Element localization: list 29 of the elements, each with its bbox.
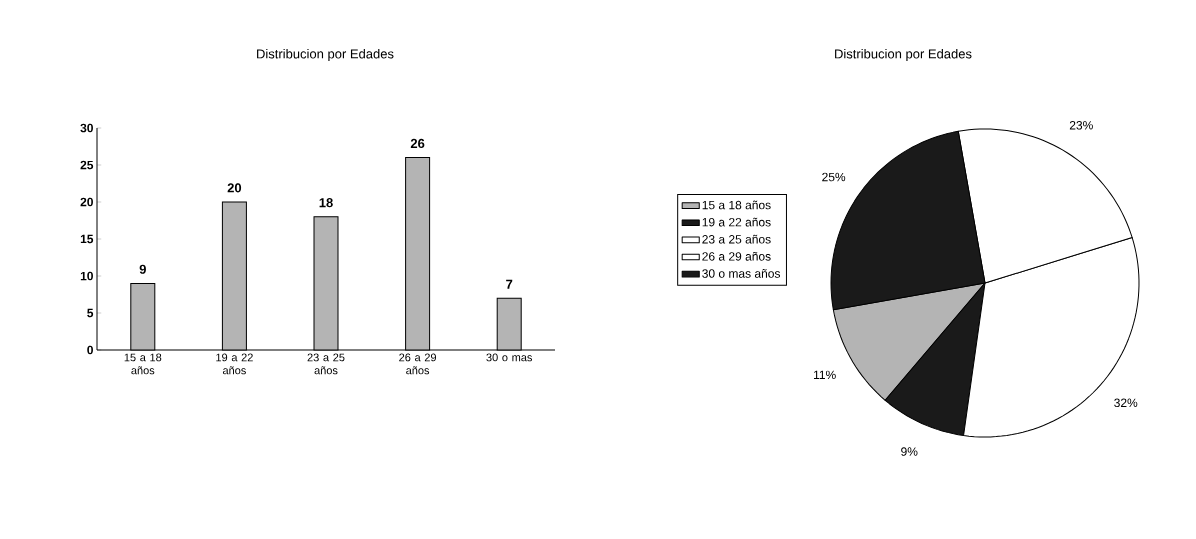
data-label: 18: [319, 198, 333, 208]
x-tick-label: 30 o mas: [486, 353, 533, 362]
legend-label: 23 a 25 años: [702, 234, 771, 244]
y-tick-label: 15: [80, 234, 94, 244]
x-tick-label: 26 a 29 años: [399, 353, 437, 375]
data-label: 7: [506, 279, 513, 289]
data-label: 9%: [901, 447, 918, 456]
y-tick-label: 10: [80, 271, 93, 281]
y-tick-label: 0: [87, 345, 93, 355]
legend-label: 30 o mas años: [702, 269, 781, 278]
x-tick-label: 19 a 22 años: [216, 353, 253, 375]
data-label: 20: [227, 183, 242, 193]
y-tick-label: 30: [80, 123, 93, 133]
chart-title: Distribucion por Edades: [835, 48, 972, 62]
data-label: 11%: [813, 370, 836, 380]
x-tick-label: 15 a 18 años: [124, 353, 162, 375]
y-tick-label: 20: [80, 197, 93, 207]
legend-label: 15 a 18 años: [702, 200, 771, 210]
y-tick-label: 25: [80, 160, 94, 170]
legend-label: 19 a 22 años: [702, 217, 771, 227]
chart-title: Distribucion por Edades: [257, 48, 394, 62]
data-label: 23%: [1069, 121, 1093, 130]
data-label: 32%: [1114, 398, 1138, 408]
legend-label: 26 a 29 años: [702, 251, 771, 261]
data-label: 26: [410, 138, 425, 149]
x-tick-label: 23 a 25 años: [307, 353, 345, 375]
data-label: 9: [139, 264, 146, 274]
data-label: 25%: [822, 172, 846, 182]
y-tick-label: 5: [87, 308, 94, 318]
